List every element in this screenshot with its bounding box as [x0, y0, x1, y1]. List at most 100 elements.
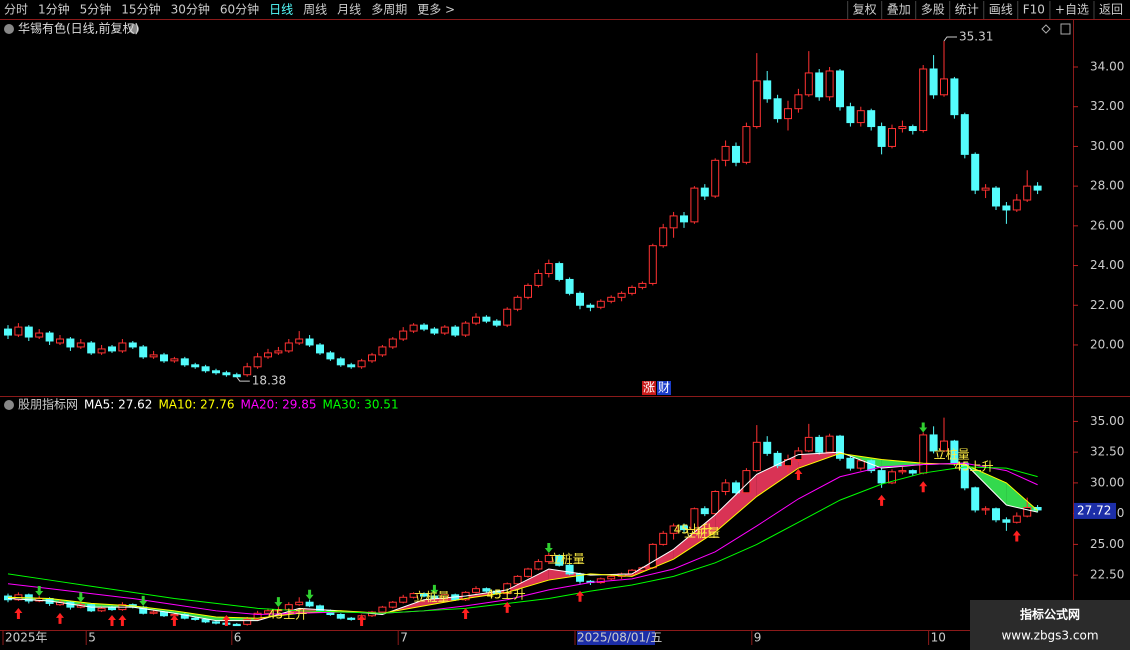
- candle-body: [420, 324, 428, 330]
- signal-label: 立桩量: [549, 551, 585, 566]
- indicator-title: 股朋指标网: [18, 397, 78, 412]
- candle-body: [929, 68, 938, 96]
- dropdown-icon[interactable]: [129, 24, 139, 34]
- candle-body: [638, 282, 647, 288]
- y-tick-label: 28.00: [1090, 179, 1124, 193]
- sell-arrow: [430, 584, 439, 595]
- candle-body: [472, 316, 480, 324]
- y-tick-label: 35.00: [1090, 414, 1124, 428]
- candle-body: [295, 338, 304, 344]
- candle-body: [14, 326, 23, 336]
- candle-body: [45, 332, 54, 342]
- ind-candle-body: [690, 508, 699, 531]
- ind-candle-body: [555, 554, 564, 566]
- badge-bg[interactable]: [642, 381, 656, 395]
- candle-body: [503, 308, 512, 326]
- ind-candle-body: [201, 618, 210, 623]
- y-tick-label: 20.00: [1090, 337, 1124, 351]
- menu-icon[interactable]: [4, 24, 14, 34]
- candle-body: [773, 98, 782, 120]
- y-tick-label: 32.50: [1090, 445, 1124, 459]
- buy-arrow: [14, 607, 23, 619]
- x-tick-label: 7: [400, 631, 408, 645]
- ind-candle-body: [971, 487, 980, 511]
- toolbar-button[interactable]: F10: [1023, 3, 1045, 17]
- period-tab[interactable]: 30分钟: [171, 2, 210, 17]
- toolbar-button[interactable]: 叠加: [887, 3, 911, 17]
- menu-icon[interactable]: [4, 400, 14, 410]
- ind-candle-body: [700, 508, 709, 515]
- candle-body: [888, 128, 896, 147]
- ind-candle-body: [888, 471, 896, 484]
- ind-candle-body: [191, 617, 200, 620]
- candle-body: [908, 126, 917, 132]
- period-tab[interactable]: 60分钟: [220, 2, 259, 17]
- ind-candle-body: [940, 440, 948, 452]
- period-tab[interactable]: 日线: [269, 3, 293, 17]
- ind-candle-body: [264, 610, 272, 614]
- ind-candle-body: [316, 605, 324, 612]
- sell-arrow: [139, 595, 148, 606]
- candle-body: [118, 342, 127, 352]
- sell-arrow: [35, 586, 44, 597]
- toolbar-button[interactable]: 画线: [989, 3, 1013, 17]
- period-tab[interactable]: 周线: [303, 3, 327, 17]
- badge-bg[interactable]: [657, 381, 671, 395]
- sell-arrow: [919, 422, 928, 433]
- candle-body: [940, 78, 948, 96]
- ind-candle-body: [243, 618, 252, 625]
- period-tab[interactable]: 多周期: [371, 3, 407, 17]
- buy-arrow: [118, 615, 127, 626]
- high-label: 35.31: [959, 29, 993, 43]
- ind-candle-body: [815, 436, 824, 453]
- period-tab[interactable]: 更多 >: [417, 3, 455, 17]
- ind-candle-body: [804, 436, 813, 452]
- ind-candle-body: [482, 588, 491, 592]
- buy-arrow: [503, 601, 512, 613]
- candle-body: [201, 366, 210, 372]
- ind-candle-body: [794, 450, 803, 461]
- period-tab[interactable]: 月线: [337, 3, 361, 17]
- ma-line: [7, 466, 1038, 614]
- buy-arrow: [576, 590, 584, 602]
- candle-body: [544, 263, 553, 274]
- ind-candle-body: [680, 525, 688, 531]
- candle-body: [586, 304, 595, 308]
- candle-body: [919, 68, 928, 132]
- diamond-icon[interactable]: [1041, 24, 1051, 34]
- panel-icon[interactable]: [1060, 23, 1071, 35]
- toolbar-button[interactable]: +自选: [1055, 3, 1089, 17]
- toolbar-button[interactable]: 统计: [955, 3, 979, 17]
- candle-body: [898, 126, 907, 130]
- buy-arrow: [919, 481, 928, 493]
- ind-candle-body: [180, 614, 189, 619]
- y-tick-label: 30.00: [1090, 139, 1124, 153]
- high-pointer: [943, 36, 957, 42]
- candle-body: [690, 187, 699, 223]
- candle-body: [1002, 205, 1011, 211]
- candle-body: [378, 346, 387, 356]
- candle-body: [357, 360, 366, 368]
- period-tab[interactable]: 15分钟: [121, 2, 160, 17]
- ind-candle-body: [1002, 519, 1011, 523]
- period-tab[interactable]: 分时: [4, 3, 28, 17]
- period-tab[interactable]: 1分钟: [38, 2, 70, 17]
- period-tab[interactable]: 5分钟: [80, 2, 112, 17]
- ind-candle-body: [513, 575, 522, 585]
- ind-candle-body: [1012, 515, 1021, 523]
- ma-ribbon: [673, 514, 716, 560]
- ind-candle-body: [992, 508, 1000, 521]
- y-tick-label: 22.50: [1090, 568, 1124, 582]
- badge[interactable]: 财: [658, 381, 670, 395]
- toolbar-button[interactable]: 多股: [921, 3, 945, 17]
- candle-body: [4, 328, 12, 336]
- badge[interactable]: 涨: [643, 380, 655, 395]
- y-tick-label: 32.00: [1090, 99, 1124, 113]
- candle-body: [794, 94, 803, 110]
- toolbar-button[interactable]: 返回: [1099, 3, 1123, 17]
- candle-body: [700, 187, 709, 197]
- candle-body: [784, 108, 792, 120]
- candle-body: [253, 356, 262, 368]
- toolbar-button[interactable]: 复权: [853, 3, 877, 17]
